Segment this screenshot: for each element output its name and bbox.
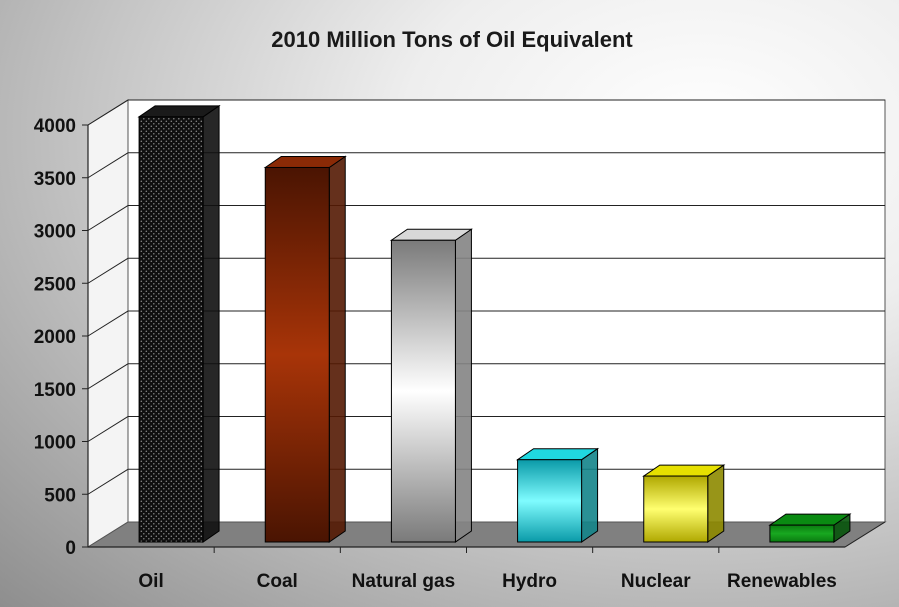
bar-natural-gas [389, 228, 474, 543]
bar-front [264, 166, 330, 543]
bar-side-shade [707, 465, 724, 542]
bar-hydro [515, 447, 600, 543]
x-tick-label: Renewables [727, 571, 837, 592]
y-tick-label: 2500 [34, 274, 76, 295]
gridline [87, 205, 885, 231]
y-tick-label: 3000 [34, 222, 76, 243]
gridline [87, 99, 885, 126]
y-tick-label: 4000 [34, 116, 76, 137]
bar-front [138, 116, 204, 543]
bar-side-shade [329, 156, 346, 542]
y-tick-label: 500 [44, 485, 76, 506]
bar-front [517, 459, 583, 543]
bar-front [390, 239, 456, 543]
bar-renewables [768, 513, 852, 543]
gridline [87, 468, 885, 495]
y-tick-label: 0 [65, 538, 76, 559]
bar-front [769, 524, 835, 543]
bar-front [643, 475, 709, 543]
bar-side-shade [581, 448, 598, 542]
x-tick-label: Hydro [502, 571, 557, 592]
bar-coal [263, 155, 347, 543]
x-tick-label: Oil [138, 571, 163, 592]
y-tick-label: 2000 [34, 327, 76, 348]
gridline [87, 257, 885, 284]
x-axis-edge [844, 521, 886, 548]
y-tick-label: 1500 [34, 380, 76, 401]
gridline [87, 416, 885, 442]
bar-side-shade [833, 514, 850, 542]
bar-side-shade [455, 229, 472, 542]
x-tick-label: Coal [257, 571, 298, 592]
bar-oil [137, 104, 221, 543]
gridline [87, 363, 885, 390]
bar-side-shade [203, 105, 220, 543]
x-tick-label: Natural gas [352, 571, 455, 592]
y-tick-label: 3500 [34, 169, 76, 190]
y-axis: 0 500 1000 1500 2000 2500 3000 3500 4000 [34, 116, 89, 559]
x-tick-label: Nuclear [621, 571, 691, 592]
gridline [87, 310, 885, 337]
chart-title: 2010 Million Tons of Oil Equivalent [271, 27, 633, 52]
x-axis: Oil Coal Natural gas Hydro Nuclear Renewables [88, 521, 886, 592]
gridline [87, 152, 885, 179]
y-tick-label: 1000 [34, 433, 76, 454]
bars [137, 104, 852, 543]
bar-nuclear [642, 464, 726, 543]
